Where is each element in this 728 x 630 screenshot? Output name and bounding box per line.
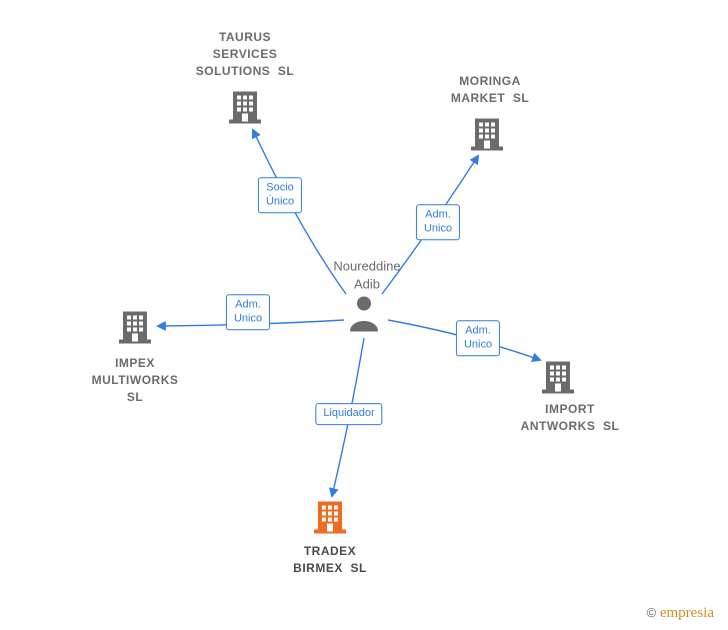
center-node-label: Noureddine Adib — [333, 257, 400, 292]
company-label-text: IMPEX MULTIWORKS SL — [92, 355, 179, 405]
watermark: © empresia — [647, 605, 714, 622]
company-node-import — [540, 358, 576, 399]
building-icon — [469, 115, 505, 156]
center-icon-wrap — [347, 294, 381, 337]
building-icon — [117, 308, 153, 349]
building-icon — [227, 88, 263, 129]
company-label-text: TAURUS SERVICES SOLUTIONS SL — [196, 29, 295, 79]
building-icon — [312, 498, 348, 539]
company-node-moringa — [469, 115, 505, 156]
person-icon — [347, 294, 381, 337]
building-icon — [540, 358, 576, 399]
company-label-tradex: TRADEX BIRMEX SL — [293, 543, 367, 577]
company-label-taurus: TAURUS SERVICES SOLUTIONS SL — [196, 29, 295, 79]
company-node-tradex — [312, 498, 348, 539]
copyright-symbol: © — [647, 605, 657, 620]
diagram-canvas: Noureddine Adib TAURUS SERVICES SOLUTION… — [0, 0, 728, 630]
company-node-impex — [117, 308, 153, 349]
edge-label-taurus: Socio Único — [258, 177, 302, 213]
edge-label-tradex: Liquidador — [315, 403, 382, 425]
company-label-text: IMPORT ANTWORKS SL — [521, 401, 620, 435]
company-node-taurus — [227, 88, 263, 129]
company-label-import: IMPORT ANTWORKS SL — [521, 401, 620, 435]
center-node: Noureddine Adib — [333, 257, 400, 292]
company-label-moringa: MORINGA MARKET SL — [451, 73, 529, 107]
edge-label-import: Adm. Unico — [456, 320, 500, 356]
edge-label-impex: Adm. Unico — [226, 294, 270, 330]
company-label-impex: IMPEX MULTIWORKS SL — [92, 355, 179, 405]
company-label-text: MORINGA MARKET SL — [451, 73, 529, 107]
company-label-text: TRADEX BIRMEX SL — [293, 543, 367, 577]
edge-label-moringa: Adm. Unico — [416, 204, 460, 240]
watermark-brand: empresia — [660, 605, 714, 621]
